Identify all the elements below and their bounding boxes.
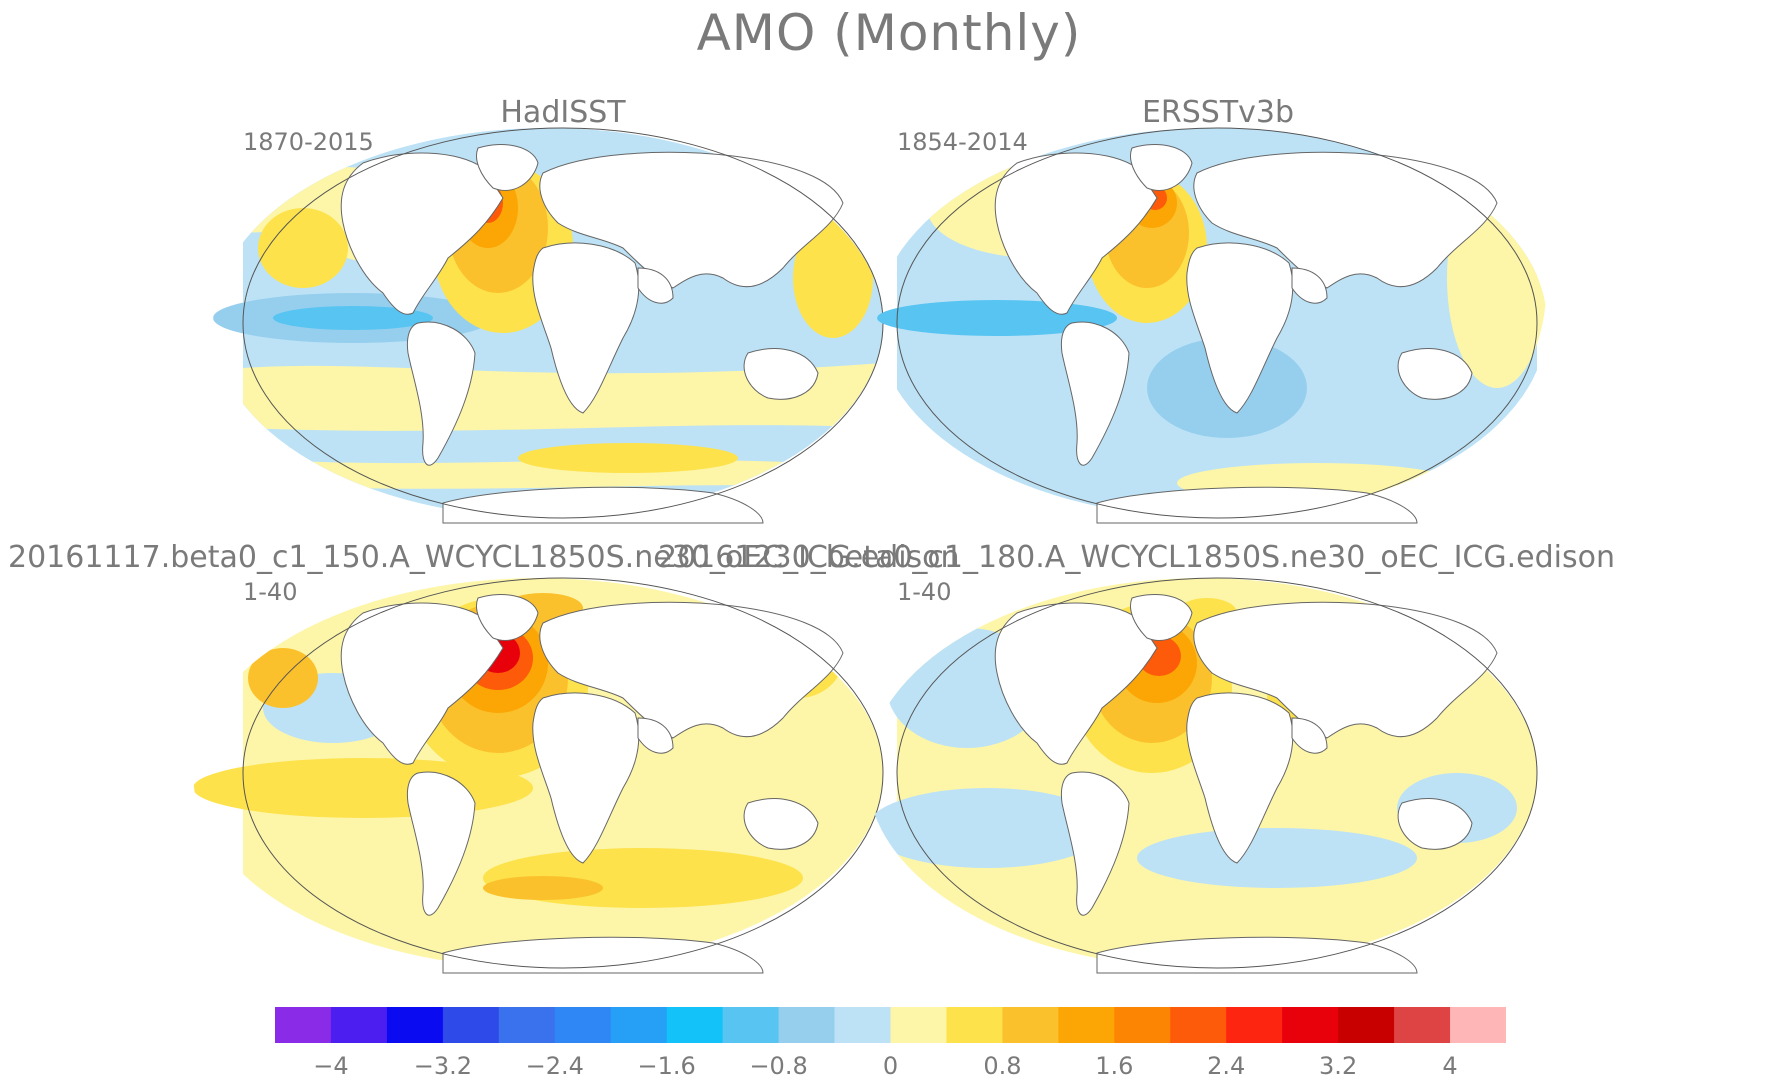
colorbar-swatch <box>610 1007 668 1043</box>
colorbar-tick-label: 0.8 <box>983 1052 1022 1080</box>
colorbar-swatch <box>666 1007 724 1043</box>
colorbar-swatch <box>1226 1007 1283 1043</box>
map-ersstv3b <box>877 127 1547 524</box>
figure-title: AMO (Monthly) <box>696 4 1082 62</box>
colorbar-tick-label: 1.6 <box>1095 1052 1134 1080</box>
colorbar-swatch <box>1170 1007 1227 1043</box>
colorbar-swatch <box>1282 1007 1339 1043</box>
colorbar-swatch <box>330 1007 388 1043</box>
colorbar-tick-label: −1.6 <box>637 1052 696 1080</box>
period-run-20161117: 1-40 <box>243 578 298 606</box>
colorbar-swatch <box>834 1007 891 1043</box>
colorbar <box>275 1007 1506 1043</box>
panel-title-run-20161117: 20161117.beta0_c1_150.A_WCYCL1850S.ne30_… <box>8 540 960 575</box>
period-ersstv3b: 1854-2014 <box>897 128 1028 156</box>
panel-title-hadisst: HadISST <box>500 95 626 130</box>
panel-title-run-20161230: 20161230_beta0_c1_180.A_WCYCL1850S.ne30_… <box>658 540 1615 575</box>
colorbar-swatch <box>1002 1007 1059 1043</box>
colorbar-tick-label: −0.8 <box>749 1052 808 1080</box>
colorbar-swatch <box>1338 1007 1395 1043</box>
map-run-20161230 <box>867 577 1538 974</box>
colorbar-tick-label: 0 <box>882 1052 899 1080</box>
colorbar-swatch <box>275 1007 332 1043</box>
colorbar-swatch <box>722 1007 780 1043</box>
colorbar-swatch <box>442 1007 500 1043</box>
colorbar-swatch <box>778 1007 836 1043</box>
colorbar-tick-label: −3.2 <box>413 1052 472 1080</box>
panel-title-ersstv3b: ERSSTv3b <box>1141 95 1295 130</box>
colorbar-swatch <box>386 1007 444 1043</box>
map-run-20161117 <box>193 577 884 974</box>
colorbar-swatch <box>1394 1007 1451 1043</box>
period-hadisst: 1870-2015 <box>243 128 374 156</box>
colorbar-tick-label: 4 <box>1442 1052 1458 1080</box>
colorbar-swatch <box>554 1007 612 1043</box>
colorbar-swatch <box>1450 1007 1506 1043</box>
colorbar-swatch <box>890 1007 947 1043</box>
map-hadisst <box>213 127 884 524</box>
colorbar-tick-label: −4 <box>313 1052 349 1080</box>
period-run-20161230: 1-40 <box>897 578 952 606</box>
colorbar-tick-label: −2.4 <box>525 1052 584 1080</box>
colorbar-swatch <box>946 1007 1003 1043</box>
colorbar-swatch <box>1114 1007 1171 1043</box>
colorbar-swatch <box>1058 1007 1115 1043</box>
colorbar-tick-label: 2.4 <box>1207 1052 1246 1080</box>
colorbar-swatch <box>498 1007 556 1043</box>
colorbar-tick-label: 3.2 <box>1319 1052 1358 1080</box>
